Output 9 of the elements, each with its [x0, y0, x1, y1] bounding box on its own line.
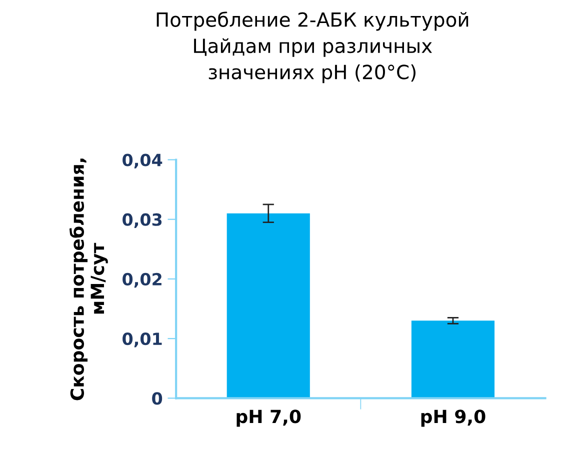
x-tick-label: pH 9,0 [421, 410, 486, 427]
y-tick-label: 0,01 [122, 332, 162, 348]
y-tick-label: 0,04 [122, 154, 162, 168]
y-tick-label: 0 [152, 392, 162, 405]
y-tick-label: 0,03 [122, 213, 162, 228]
y-axis-title: Скорость потребления, мМ/сут [69, 158, 108, 400]
x-tick-label: pH 7,0 [236, 410, 301, 427]
y-tick-label: 0,02 [122, 272, 162, 288]
chart-title: Потребление 2-АБК культурой Цайдам при различных значениях pH (20°C) [156, 12, 468, 84]
